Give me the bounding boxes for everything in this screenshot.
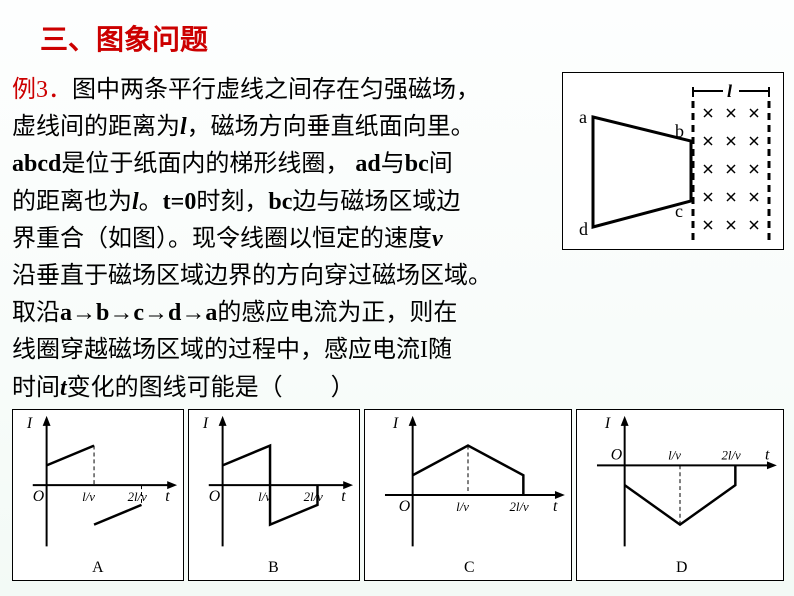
label-a-opt: A: [92, 559, 104, 576]
tick2: 2l/v: [722, 448, 742, 462]
t-ln4a: 的距离也为: [12, 189, 132, 215]
axis-x: t: [165, 488, 170, 505]
t-ln2b: ，磁场方向垂直纸面向里。: [187, 114, 475, 140]
t-ln2a: 虚线间的距离为: [12, 114, 180, 140]
axis-y: I: [202, 414, 209, 431]
option-c: I t O l/v 2l/v C: [364, 409, 572, 581]
axis-y: I: [26, 414, 33, 431]
tick2: 2l/v: [510, 500, 530, 514]
tick1: l/v: [668, 448, 681, 462]
tick2: 2l/v: [304, 490, 324, 504]
options-row: I t O l/v 2l/v A I t O l/v 2l/v B I t O: [0, 407, 794, 581]
label-c-opt: C: [464, 559, 475, 576]
var-path: a→b→c→d→a: [60, 300, 217, 326]
t-ln5a: 界重合（如图）。现令线圈以恒定的速度: [12, 226, 432, 252]
axis-y: I: [604, 414, 611, 431]
t-ln7a: 取沿: [12, 300, 60, 326]
axis-x: t: [765, 446, 770, 463]
origin: O: [399, 498, 411, 515]
var-l2: l: [132, 189, 139, 215]
label-b-opt: B: [268, 559, 279, 576]
tick1: l/v: [258, 490, 271, 504]
field-marks: [704, 109, 758, 229]
t-ln3a: 是位于纸面内的梯形线圈，: [61, 151, 355, 177]
option-a: I t O l/v 2l/v A: [12, 409, 184, 581]
origin: O: [33, 488, 45, 505]
t-ln8: 线圈穿越磁场区域的过程中，感应电流I随: [12, 337, 452, 363]
option-b: I t O l/v 2l/v B: [188, 409, 360, 581]
origin: O: [209, 488, 221, 505]
t-ln6: 沿垂直于磁场区域边界的方向穿过磁场区域。: [12, 263, 492, 289]
var-bc: bc: [405, 151, 429, 177]
content-wrap: 例3．图中两条平行虚线之间存在匀强磁场， 虚线间的距离为l，磁场方向垂直纸面向里…: [0, 58, 794, 407]
var-v: v: [432, 226, 443, 252]
var-t0: t=0: [163, 189, 197, 215]
section-heading: 三、图象问题: [0, 0, 794, 58]
example-label: 例3．: [12, 77, 72, 103]
label-l: l: [727, 81, 732, 101]
axis-x: t: [341, 488, 346, 505]
var-t: t: [60, 375, 67, 401]
option-d: I t O l/v 2l/v D: [576, 409, 784, 581]
t-ln1: 图中两条平行虚线之间存在匀强磁场，: [72, 77, 480, 103]
label-d: d: [579, 219, 588, 239]
origin: O: [611, 446, 623, 463]
var-ad: ad: [355, 151, 380, 177]
axis-y: I: [392, 414, 399, 431]
t-ln3b: 与: [381, 151, 405, 177]
trapezoid-diagram: l: [562, 72, 784, 250]
t-ln4d: 边与磁场区域边: [292, 189, 460, 215]
label-d-opt: D: [676, 559, 687, 576]
t-ln4c: 时刻，: [196, 189, 268, 215]
t-ln4b: 。: [139, 189, 163, 215]
var-l1: l: [180, 114, 187, 140]
label-b: b: [675, 121, 684, 141]
t-ln3c: 间: [429, 151, 453, 177]
axis-x: t: [553, 498, 558, 515]
label-c: c: [675, 201, 683, 221]
var-abcd: abcd: [12, 151, 61, 177]
t-ln7b: 的感应电流为正，则在: [217, 300, 457, 326]
tick1: l/v: [82, 490, 95, 504]
tick2: 2l/v: [128, 490, 148, 504]
t-ln9b: 变化的图线可能是（ ）: [67, 375, 355, 401]
t-ln9a: 时间: [12, 375, 60, 401]
tick1: l/v: [456, 500, 469, 514]
var-bc2: bc: [268, 189, 292, 215]
label-a: a: [579, 107, 587, 127]
problem-text: 例3．图中两条平行虚线之间存在匀强磁场， 虚线间的距离为l，磁场方向垂直纸面向里…: [12, 72, 558, 407]
